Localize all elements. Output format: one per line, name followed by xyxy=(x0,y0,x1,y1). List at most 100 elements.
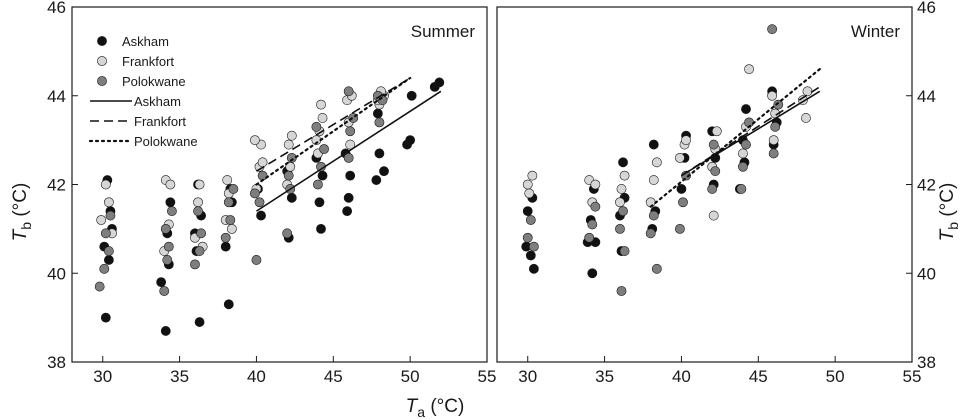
data-point xyxy=(103,255,114,265)
legend-label: Frankfort xyxy=(122,54,174,69)
data-point xyxy=(319,144,329,154)
x-tick-label: 40 xyxy=(247,367,266,386)
data-point xyxy=(434,77,445,88)
data-point xyxy=(770,121,781,132)
legend-label: Askham xyxy=(122,34,169,49)
y-axis-title-right-main: T xyxy=(937,228,958,241)
data-point xyxy=(156,277,167,288)
data-point xyxy=(802,86,813,97)
data-point xyxy=(165,179,176,190)
data-point xyxy=(615,197,625,208)
data-point xyxy=(194,179,205,190)
data-point xyxy=(801,113,811,123)
data-point xyxy=(738,148,748,159)
data-point xyxy=(345,139,356,150)
data-point xyxy=(225,215,236,225)
legend-label: Polokwane xyxy=(134,134,198,149)
data-point xyxy=(590,201,601,212)
y-tick-label: 44 xyxy=(47,87,66,106)
x-axis-title-sub: a xyxy=(417,404,425,419)
legend-marker xyxy=(97,36,107,46)
data-point xyxy=(345,126,356,137)
data-point xyxy=(100,312,111,323)
y-tick-label: 44 xyxy=(917,87,936,106)
x-axis-title: Ta (°C) xyxy=(406,396,465,419)
panel-label: Summer xyxy=(411,22,476,41)
data-point xyxy=(343,152,354,163)
data-point xyxy=(741,139,751,150)
regression-line-polokwane xyxy=(255,76,412,186)
data-point xyxy=(167,206,177,217)
data-point xyxy=(226,223,237,234)
data-point xyxy=(286,130,297,141)
data-point xyxy=(251,255,262,265)
data-point xyxy=(590,179,601,190)
data-point xyxy=(257,157,268,168)
data-point xyxy=(345,170,356,181)
data-point xyxy=(343,192,354,203)
data-point xyxy=(648,210,659,221)
data-point xyxy=(314,197,325,208)
data-point xyxy=(528,241,539,252)
data-point xyxy=(94,281,105,292)
data-point xyxy=(371,175,382,185)
y-axis-title-left-unit: (°C) xyxy=(10,183,31,222)
data-point xyxy=(584,232,595,243)
data-point xyxy=(160,223,171,234)
data-point xyxy=(316,223,326,234)
data-point xyxy=(193,197,203,208)
data-point xyxy=(615,223,625,234)
data-point xyxy=(96,215,107,225)
data-point xyxy=(587,268,598,279)
data-point xyxy=(250,135,260,146)
x-tick-label: 55 xyxy=(478,367,497,386)
data-point xyxy=(678,197,688,208)
y-tick-label: 40 xyxy=(47,264,66,283)
legend-label: Askham xyxy=(134,94,181,109)
data-point xyxy=(405,135,416,146)
data-point xyxy=(522,206,533,217)
series-polokwane xyxy=(522,24,784,296)
data-point xyxy=(162,255,173,265)
data-point xyxy=(648,139,659,150)
y-tick-label: 40 xyxy=(917,264,936,283)
data-point xyxy=(103,197,114,208)
data-point xyxy=(645,228,656,239)
data-point xyxy=(522,232,533,243)
y-axis-title-left-sub: b xyxy=(18,222,34,230)
y-axis-title-left: Tb (°C) xyxy=(10,183,34,242)
data-point xyxy=(741,104,751,114)
data-point xyxy=(767,90,778,101)
x-axis-title-main: T xyxy=(406,396,419,417)
y-axis-title-left-main: T xyxy=(10,228,31,241)
data-point xyxy=(587,219,598,230)
x-tick-label: 30 xyxy=(93,367,112,386)
regression-line-askham xyxy=(681,90,821,177)
x-axis-title-unit: (°C) xyxy=(425,396,464,417)
data-point xyxy=(618,206,628,217)
data-point xyxy=(194,317,205,327)
data-point xyxy=(675,152,685,163)
y-tick-label: 42 xyxy=(47,176,66,195)
data-point xyxy=(250,188,260,199)
data-point xyxy=(343,86,354,97)
series-polokwane xyxy=(94,86,388,296)
y-tick-label: 38 xyxy=(917,353,936,372)
data-point xyxy=(283,170,294,181)
data-point xyxy=(708,139,719,150)
data-point xyxy=(524,188,535,199)
regression-line-askham xyxy=(256,90,442,212)
data-point xyxy=(100,179,111,190)
data-point xyxy=(773,99,784,110)
data-point xyxy=(525,215,536,225)
data-point xyxy=(286,192,297,203)
data-point xyxy=(317,170,328,181)
data-point xyxy=(100,228,111,239)
data-point xyxy=(651,263,662,274)
data-point xyxy=(311,121,322,132)
data-point xyxy=(257,170,268,181)
y-tick-label: 46 xyxy=(917,0,936,17)
